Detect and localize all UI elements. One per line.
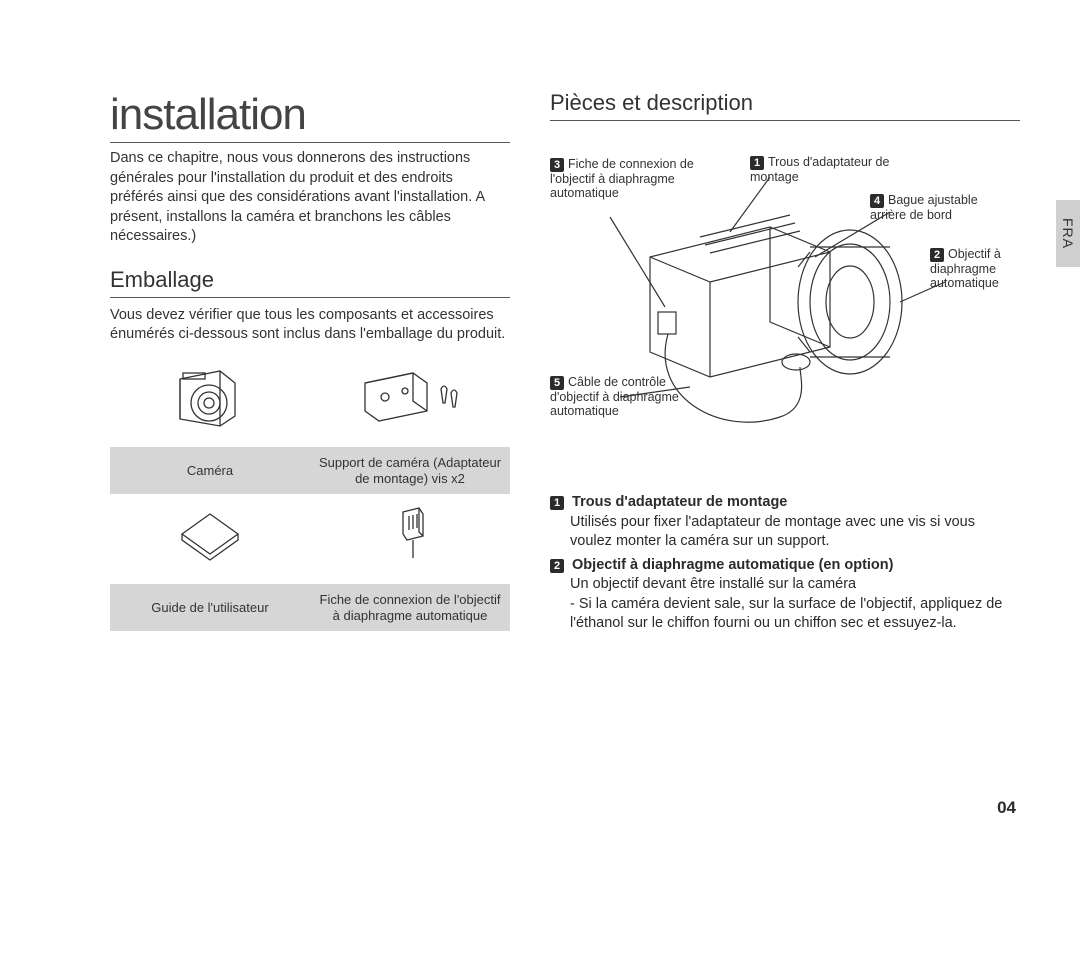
desc-number: 2 bbox=[550, 559, 564, 573]
callout-text: Trous d'adaptateur de montage bbox=[750, 155, 889, 184]
plug-icon bbox=[385, 504, 435, 574]
list-item: 1 Trous d'adaptateur de montage Utilisés… bbox=[550, 493, 1020, 552]
callout-5: 5Câble de contrôle d'objectif à diaphrag… bbox=[550, 375, 710, 419]
parts-diagram: 1Trous d'adaptateur de montage 3Fiche de… bbox=[550, 137, 1020, 477]
callout-2: 2Objectif à diaphragme automatique bbox=[930, 247, 1020, 291]
pkg-label-plug: Fiche de connexion de l'objectif à diaph… bbox=[310, 584, 510, 631]
table-row bbox=[110, 355, 510, 447]
desc-sub: - Si la caméra devient sale, sur la surf… bbox=[550, 595, 1020, 634]
package-table: Caméra Support de caméra (Adaptateur de … bbox=[110, 355, 510, 631]
callout-3: 3Fiche de connexion de l'objectif à diap… bbox=[550, 157, 700, 201]
pkg-image-plug bbox=[310, 494, 510, 584]
callout-number: 5 bbox=[550, 376, 564, 390]
desc-body: Un objectif devant être installé sur la … bbox=[550, 575, 856, 595]
callout-4: 4Bague ajustable arrière de bord bbox=[870, 193, 990, 222]
guide-icon bbox=[170, 504, 250, 574]
camera-icon bbox=[165, 361, 255, 441]
callout-number: 3 bbox=[550, 158, 564, 172]
chapter-title: installation bbox=[110, 90, 510, 143]
desc-title: Trous d'adaptateur de montage bbox=[572, 494, 787, 510]
language-tab: FRA bbox=[1056, 200, 1080, 267]
callout-number: 1 bbox=[750, 156, 764, 170]
right-column: Pièces et description bbox=[550, 90, 1020, 638]
section-emballage-title: Emballage bbox=[110, 267, 510, 298]
callout-1: 1Trous d'adaptateur de montage bbox=[750, 155, 920, 184]
table-row: Caméra Support de caméra (Adaptateur de … bbox=[110, 447, 510, 494]
pkg-image-guide bbox=[110, 494, 310, 584]
callout-text: Fiche de connexion de l'objectif à diaph… bbox=[550, 157, 694, 200]
pkg-label-guide: Guide de l'utilisateur bbox=[110, 584, 310, 631]
desc-title: Objectif à diaphragme automatique (en op… bbox=[572, 557, 893, 573]
section-emballage-body: Vous devez vérifier que tous les composa… bbox=[110, 306, 510, 345]
description-list: 1 Trous d'adaptateur de montage Utilisés… bbox=[550, 493, 1020, 634]
callout-text: Câble de contrôle d'objectif à diaphragm… bbox=[550, 375, 679, 418]
manual-page: installation Dans ce chapitre, nous vous… bbox=[0, 0, 1080, 678]
pkg-image-camera bbox=[110, 355, 310, 447]
pkg-label-bracket: Support de caméra (Adaptateur de montage… bbox=[310, 447, 510, 494]
bracket-icon bbox=[355, 361, 465, 441]
table-row bbox=[110, 494, 510, 584]
pkg-label-camera: Caméra bbox=[110, 447, 310, 494]
left-column: installation Dans ce chapitre, nous vous… bbox=[110, 90, 510, 638]
desc-body: Utilisés pour fixer l'adaptateur de mont… bbox=[550, 513, 1020, 552]
callout-text: Bague ajustable arrière de bord bbox=[870, 193, 978, 222]
callout-number: 2 bbox=[930, 248, 944, 262]
pkg-image-bracket bbox=[310, 355, 510, 447]
intro-paragraph: Dans ce chapitre, nous vous donnerons de… bbox=[110, 149, 510, 247]
table-row: Guide de l'utilisateur Fiche de connexio… bbox=[110, 584, 510, 631]
callout-number: 4 bbox=[870, 194, 884, 208]
desc-number: 1 bbox=[550, 496, 564, 510]
list-item: 2 Objectif à diaphragme automatique (en … bbox=[550, 556, 1020, 634]
section-pieces-title: Pièces et description bbox=[550, 90, 1020, 121]
page-number: 04 bbox=[997, 798, 1016, 818]
